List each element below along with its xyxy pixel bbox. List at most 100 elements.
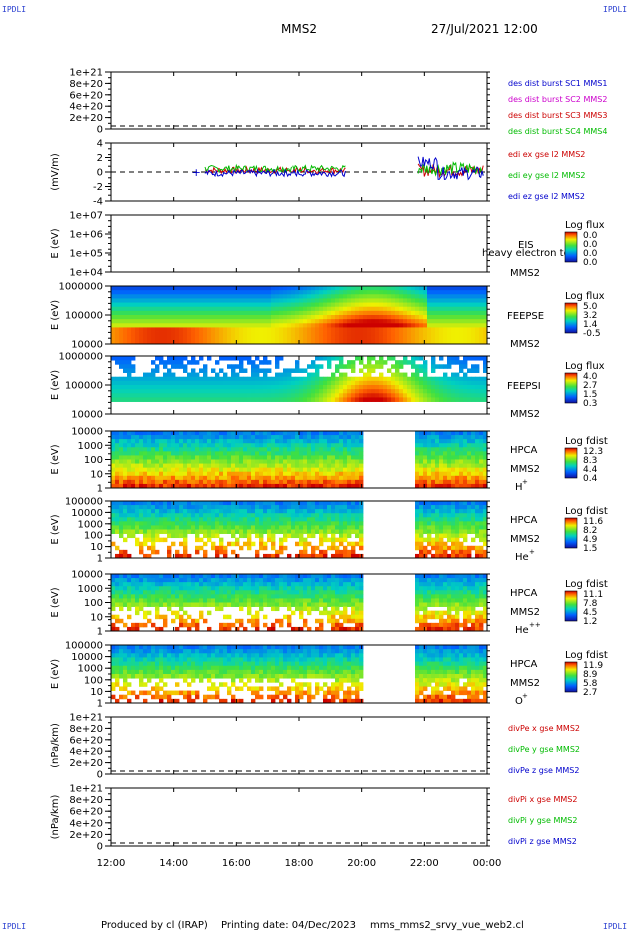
ytick-label: 100000	[65, 641, 103, 652]
heatmap-hpca_o	[111, 645, 488, 704]
colorbar-tick-label: 1.5	[583, 544, 597, 554]
panel-hpca_he2: 10000 1000 100 10 1 E (eV) HPCA MMS2 He ++ Log fdi…	[50, 570, 608, 638]
ytick-label: 1e+04	[69, 268, 103, 279]
colorbar-tick-label: 7.8	[583, 599, 598, 609]
panel-hpca_h: 10000 1000 100 10 1 E (eV) HPCA MMS2 H + Log fdist…	[50, 427, 608, 495]
colorbar-tick-label: 4.5	[583, 608, 597, 618]
colorbar	[564, 517, 578, 549]
ytick-label: 100000	[65, 381, 103, 392]
xtick-label: 12:00	[97, 858, 126, 869]
footer-printing-date: Printing date: 04/Dec/2023	[221, 920, 357, 931]
ytick-label: 10000	[71, 340, 103, 351]
colorbar	[564, 302, 578, 334]
header-mission: MMS2	[281, 22, 317, 36]
colorbar-tick-label: 2.7	[583, 688, 597, 698]
heatmap-feepsi	[111, 356, 488, 402]
legend-entry: divPe y gse MMS2	[508, 745, 580, 754]
colorbar-tick-label: 1.2	[583, 617, 597, 627]
colorbar	[564, 590, 578, 622]
ylabel: E (eV)	[50, 444, 61, 474]
ytick-label: 10	[90, 612, 103, 623]
ylabel: E (eV)	[50, 228, 61, 258]
colorbar-tick-label: 11.9	[583, 661, 603, 671]
colorbar-tick-label: 4.0	[583, 372, 598, 382]
instrument-label: FEEPSE	[507, 311, 544, 322]
ylabel: (nPa/km)	[50, 723, 61, 768]
instrument-label: HPCA	[510, 515, 538, 526]
colorbar-tick-label: 2.7	[583, 381, 597, 391]
ytick-label: 1e+21	[69, 784, 103, 795]
ylabel: E (eV)	[50, 514, 61, 544]
ytick-label: 1	[97, 554, 103, 565]
ytick-label: 10000	[71, 427, 103, 438]
colorbar	[564, 231, 578, 263]
instrument-label: FEEPSI	[507, 381, 541, 392]
colorbar-tick-label: 0.3	[583, 399, 597, 409]
ytick-label: 1000	[78, 519, 103, 530]
ylabel: (nPa/km)	[50, 795, 61, 840]
heatmap-hpca_h	[111, 431, 488, 489]
spacecraft-label: MMS2	[510, 268, 540, 279]
ytick-label: 10	[90, 687, 103, 698]
charge-label: +	[529, 548, 535, 556]
colorbar-tick-label: 0.0	[583, 231, 598, 241]
spacecraft-label: MMS2	[510, 464, 540, 475]
legend-entry: des dist burst SC4 MMS4	[508, 127, 607, 136]
ytick-label: 1e+07	[69, 211, 103, 222]
colorbar-tick-label: 8.3	[583, 456, 597, 466]
colorbar-tick-label: 8.9	[583, 670, 598, 680]
xtick-label: 20:00	[347, 858, 376, 869]
ytick-label: 6e+20	[69, 90, 103, 101]
ytick-label: 6e+20	[69, 807, 103, 818]
legend-entry: edi ez gse l2 MMS2	[508, 192, 585, 201]
panel-frame	[110, 716, 488, 775]
ytick-label: 2e+20	[69, 830, 103, 841]
species-label: H	[515, 482, 523, 493]
series-line	[417, 156, 484, 181]
colorbar-title: Log flux	[565, 361, 605, 372]
ytick-label: 10000	[71, 508, 103, 519]
ytick-label: 10	[90, 469, 103, 480]
ytick-label: 100	[84, 675, 103, 686]
panel-frame	[110, 787, 488, 847]
colorbar-tick-label: 11.1	[583, 590, 603, 600]
ytick-label: 10000	[71, 570, 103, 581]
xtick-label: 16:00	[222, 858, 251, 869]
panel-feepse: 1000000 100000 10000 E (eV) FEEPSE MMS2 Log fl…	[50, 282, 605, 351]
instrument-label: HPCA	[510, 659, 538, 670]
ytick-label: 100	[84, 598, 103, 609]
ytick-label: 1000000	[58, 282, 103, 293]
series-line	[292, 164, 346, 173]
xtick-label: 18:00	[285, 858, 314, 869]
ytick-label: 1	[97, 484, 103, 495]
ytick-label: -2	[93, 182, 103, 193]
spacecraft-label: MMS2	[510, 409, 540, 420]
ylabel: E (eV)	[50, 300, 61, 330]
species-label: He	[515, 625, 529, 636]
species-label: O	[515, 696, 523, 707]
colorbar-tick-label: 5.8	[583, 679, 598, 689]
legend-entry: des dist burst SC1 MMS1	[508, 79, 607, 88]
colorbar-tick-label: 0.0	[583, 240, 598, 250]
panel-frame	[110, 71, 488, 130]
time-axis: 12:00 14:00 16:00 18:00 20:00 22:00 00:00	[97, 858, 502, 869]
ytick-label: 10000	[71, 410, 103, 421]
ytick-label: 0	[97, 842, 103, 853]
colorbar-tick-label: 1.4	[583, 320, 598, 330]
ytick-label: 1e+21	[69, 68, 103, 79]
heatmap-feepse	[111, 286, 488, 345]
spacecraft-label: MMS2	[510, 534, 540, 545]
ytick-label: 1e+05	[69, 249, 103, 260]
charge-label: ++	[529, 621, 541, 629]
xtick-label: 22:00	[410, 858, 439, 869]
colorbar-tick-label: 8.2	[583, 526, 597, 536]
corner-label-top-right: IPDLI	[603, 5, 628, 14]
colorbar-tick-label: 3.2	[583, 311, 597, 321]
ytick-label: 8e+20	[69, 795, 103, 806]
ytick-label: 0	[97, 770, 103, 781]
series-line	[417, 161, 484, 177]
